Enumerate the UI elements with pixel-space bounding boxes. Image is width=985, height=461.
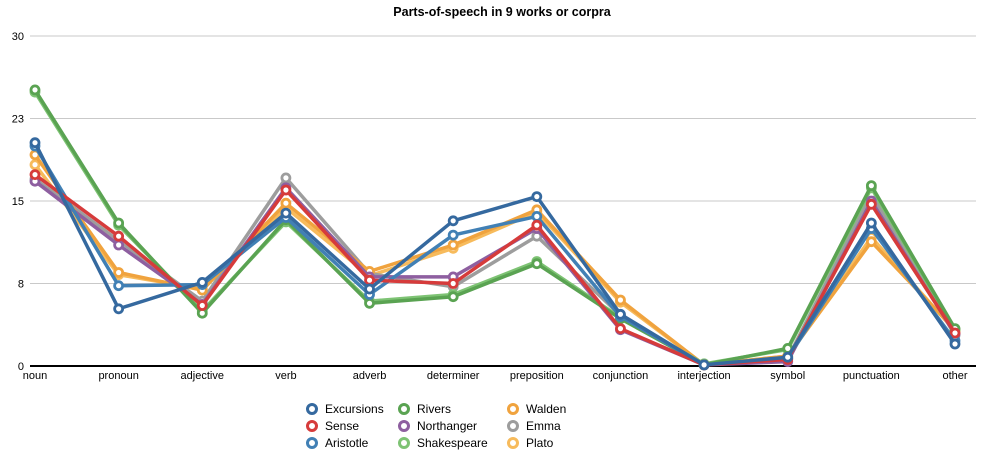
series-line-rivers [33, 88, 957, 367]
legend-label: Plato [526, 436, 554, 450]
legend-marker-icon [398, 437, 410, 449]
y-axis-labels: 0 8 15 23 30 [12, 31, 24, 373]
legend-label: Walden [526, 402, 566, 416]
legend-item-northanger: Northanger [398, 419, 477, 433]
legend-marker-icon [507, 420, 519, 432]
legend-label: Aristotle [325, 436, 369, 450]
chart-title: Parts-of-speech in 9 works or corpra [393, 5, 611, 19]
legend-marker-icon [306, 403, 318, 415]
legend-label: Northanger [417, 419, 477, 433]
series-line-sense [33, 172, 957, 367]
y-tick-label: 23 [12, 114, 24, 126]
data-point-aristotle-pronoun [113, 280, 125, 292]
legend-item-shakespeare: Shakespeare [398, 436, 488, 450]
data-point-walden-punctuation [865, 236, 877, 248]
data-point-aristotle-preposition [531, 210, 543, 222]
data-point-sense-punctuation [865, 198, 877, 210]
legend-label: Emma [526, 419, 561, 433]
legend-item-sense: Sense [306, 419, 359, 433]
data-point-walden-pronoun [113, 267, 125, 278]
data-point-excursions-preposition [531, 191, 543, 203]
x-category-label: symbol [770, 370, 805, 382]
legend-label: Excursions [325, 402, 384, 416]
legend-marker-icon [507, 437, 519, 449]
data-point-walden-determiner [447, 239, 459, 251]
data-point-excursions-symbol [782, 351, 794, 363]
data-point-sense-adjective [196, 300, 208, 311]
data-point-sense-preposition [531, 219, 543, 231]
data-point-excursions-adjective [196, 276, 208, 288]
legend-marker-icon [306, 420, 318, 432]
data-point-sense-other [949, 327, 961, 339]
data-point-rivers-pronoun [113, 217, 125, 229]
data-point-sense-adverb [364, 274, 375, 286]
data-point-sense-determiner [447, 278, 459, 289]
data-point-excursions-noun [29, 137, 41, 149]
data-point-excursions-other [949, 338, 961, 350]
x-category-label: preposition [510, 370, 564, 382]
data-point-rivers-noun [29, 84, 41, 96]
data-point-northanger-pronoun [113, 239, 125, 251]
legend-item-excursions: Excursions [306, 402, 384, 416]
data-point-rivers-preposition [531, 258, 543, 270]
legend-item-walden: Walden [507, 402, 566, 416]
data-point-plato-noun [29, 159, 41, 171]
x-category-label: adverb [353, 370, 387, 382]
legend-item-aristotle: Aristotle [306, 436, 369, 450]
x-category-label: pronoun [98, 370, 138, 382]
x-category-label: conjunction [593, 370, 649, 382]
data-point-excursions-adverb [364, 283, 375, 295]
data-point-excursions-punctuation [865, 217, 877, 229]
y-tick-label: 0 [18, 361, 24, 373]
legend-marker-icon [398, 403, 410, 415]
x-category-label: punctuation [843, 370, 900, 382]
data-point-rivers-punctuation [865, 180, 877, 192]
x-category-label: noun [23, 370, 47, 382]
x-category-label: determiner [427, 370, 480, 382]
data-point-excursions-pronoun [113, 303, 125, 315]
data-point-walden-conjunction [615, 294, 626, 306]
chart-legend: Excursions Sense Aristotle Rivers Northanger… [306, 402, 566, 450]
x-category-label: other [942, 370, 967, 382]
series-line-emma [33, 176, 957, 367]
data-point-sense-pronoun [113, 230, 125, 242]
legend-item-plato: Plato [507, 436, 554, 450]
legend-marker-icon [306, 437, 318, 449]
legend-label: Shakespeare [417, 436, 488, 450]
legend-item-emma: Emma [507, 419, 561, 433]
data-point-aristotle-determiner [447, 229, 459, 241]
data-point-emma-verb [280, 172, 292, 184]
y-tick-label: 15 [12, 196, 24, 208]
data-point-rivers-determiner [447, 291, 459, 303]
data-point-excursions-determiner [447, 215, 459, 227]
x-axis-labels: noun pronoun adjective verb adverb determiner… [23, 370, 968, 382]
legend-label: Rivers [417, 402, 451, 416]
legend-marker-icon [507, 403, 519, 415]
x-category-label: verb [275, 370, 296, 382]
data-point-sense-noun [29, 169, 41, 181]
legend-marker-icon [398, 420, 410, 432]
series-line-excursions [33, 140, 957, 367]
legend-item-rivers: Rivers [398, 402, 451, 416]
y-gridlines [30, 35, 976, 367]
data-point-sense-conjunction [615, 323, 626, 335]
y-tick-label: 30 [12, 31, 24, 43]
data-point-sense-verb [280, 184, 292, 196]
y-tick-label: 8 [18, 279, 24, 291]
data-point-excursions-verb [280, 207, 292, 219]
legend-label: Sense [325, 419, 359, 433]
data-point-excursions-conjunction [615, 308, 626, 320]
series-lines [29, 84, 961, 371]
data-point-excursions-interjection [698, 359, 710, 371]
x-category-label: interjection [677, 370, 730, 382]
x-category-label: adjective [181, 370, 224, 382]
data-point-walden-verb [280, 197, 292, 209]
data-point-rivers-adverb [364, 297, 375, 309]
series-line-plato [33, 162, 957, 367]
